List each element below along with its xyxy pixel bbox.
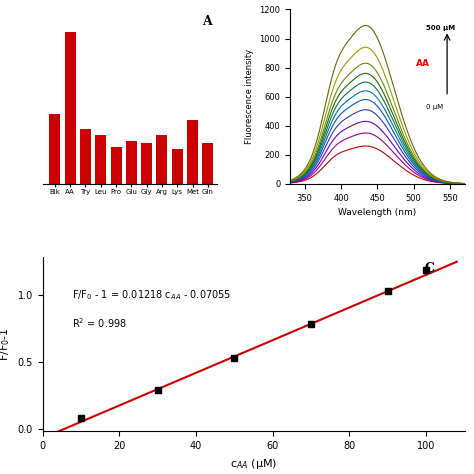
Bar [126, 141, 137, 184]
Bar [49, 114, 60, 184]
Text: 500 μM: 500 μM [426, 25, 456, 31]
Text: F/F$_0$ - 1 = 0.01218 c$_{AA}$ - 0.07055: F/F$_0$ - 1 = 0.01218 c$_{AA}$ - 0.07055 [72, 288, 231, 302]
Text: 0 μM: 0 μM [426, 104, 443, 109]
Bar [80, 129, 91, 184]
Y-axis label: Fluorescence intensity: Fluorescence intensity [245, 49, 254, 144]
Text: AA: AA [416, 59, 430, 68]
Bar [202, 143, 213, 184]
Bar [95, 135, 106, 184]
Bar [172, 149, 183, 184]
Point [77, 414, 85, 422]
Bar [110, 147, 121, 184]
Bar [156, 135, 167, 184]
Point [231, 354, 238, 361]
X-axis label: c$_{AA}$ (μM): c$_{AA}$ (μM) [230, 456, 277, 471]
Text: C: C [425, 262, 435, 275]
Text: R$^2$ = 0.998: R$^2$ = 0.998 [72, 316, 128, 330]
Bar [141, 143, 152, 184]
X-axis label: Wavelength (nm): Wavelength (nm) [338, 208, 417, 217]
Bar [64, 32, 76, 184]
Y-axis label: F/F$_0$-1: F/F$_0$-1 [0, 327, 12, 361]
Point [422, 267, 430, 274]
Point [384, 287, 392, 295]
Text: A: A [202, 15, 212, 27]
Point [307, 320, 315, 328]
Bar [187, 120, 198, 184]
Point [154, 386, 162, 393]
